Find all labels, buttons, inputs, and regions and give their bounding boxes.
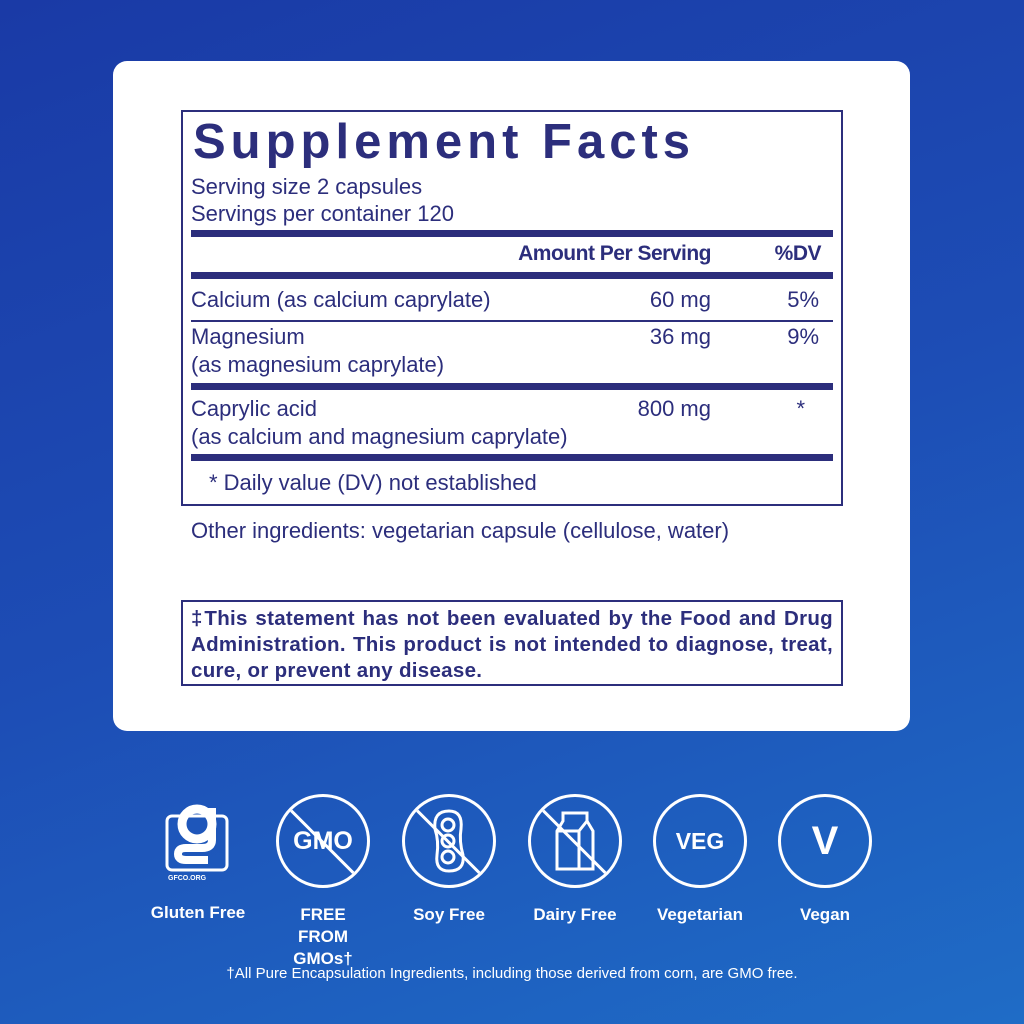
badge-label: Dairy Free bbox=[533, 905, 617, 924]
badge-label: Vegetarian bbox=[657, 905, 743, 924]
divider bbox=[191, 320, 833, 322]
no-gmo-icon: GMO bbox=[276, 794, 370, 888]
header-amount: Amount Per Serving bbox=[518, 242, 711, 265]
row-sub: (as magnesium caprylate) bbox=[191, 352, 445, 377]
row-amount: 800 mg bbox=[637, 396, 711, 421]
gmo-footnote: †All Pure Encapsulation Ingredients, inc… bbox=[226, 965, 798, 982]
vegan-icon: V bbox=[778, 794, 872, 888]
gfco-logo-text: GFCO.ORG bbox=[168, 875, 207, 882]
divider bbox=[191, 454, 833, 461]
no-soy-icon bbox=[402, 794, 496, 888]
badge-label: Gluten Free bbox=[150, 903, 246, 922]
row-name: Calcium (as calcium caprylate) bbox=[191, 287, 491, 312]
gluten-free-gfco-icon: GFCO.ORG bbox=[164, 796, 230, 882]
row-name: Caprylic acid bbox=[191, 396, 317, 421]
row-dv: 9% bbox=[787, 324, 819, 349]
no-dairy-icon bbox=[528, 794, 622, 888]
label-card bbox=[113, 61, 910, 731]
serving-size: Serving size 2 capsules bbox=[191, 174, 423, 199]
row-name: Magnesium bbox=[191, 324, 305, 349]
row-dv: * bbox=[796, 396, 805, 421]
badge-label: FREE FROM GMOs† bbox=[293, 905, 353, 968]
supplement-facts-panel: Supplement Facts Serving size 2 capsules… bbox=[181, 110, 843, 506]
badge-label: Soy Free bbox=[413, 905, 485, 924]
row-amount: 60 mg bbox=[649, 287, 711, 312]
servings-per-container: Servings per container 120 bbox=[191, 201, 454, 226]
row-dv: 5% bbox=[787, 287, 819, 312]
divider bbox=[191, 230, 833, 237]
header-dv: %DV bbox=[774, 242, 822, 265]
veg-text: VEG bbox=[675, 827, 725, 854]
facts-title: Supplement Facts bbox=[193, 115, 696, 169]
divider bbox=[191, 383, 833, 390]
divider bbox=[191, 272, 833, 279]
vegan-v-text: V bbox=[811, 818, 839, 863]
row-amount: 36 mg bbox=[649, 324, 711, 349]
row-sub: (as calcium and magnesium caprylate) bbox=[191, 424, 568, 449]
other-ingredients: Other ingredients: vegetarian capsule (c… bbox=[191, 518, 730, 543]
veg-icon: VEG bbox=[653, 794, 747, 888]
badge-label: Vegan bbox=[799, 905, 851, 924]
dv-footnote: * Daily value (DV) not established bbox=[209, 470, 537, 495]
fda-disclaimer: ‡This statement has not been evaluated b… bbox=[181, 600, 843, 686]
